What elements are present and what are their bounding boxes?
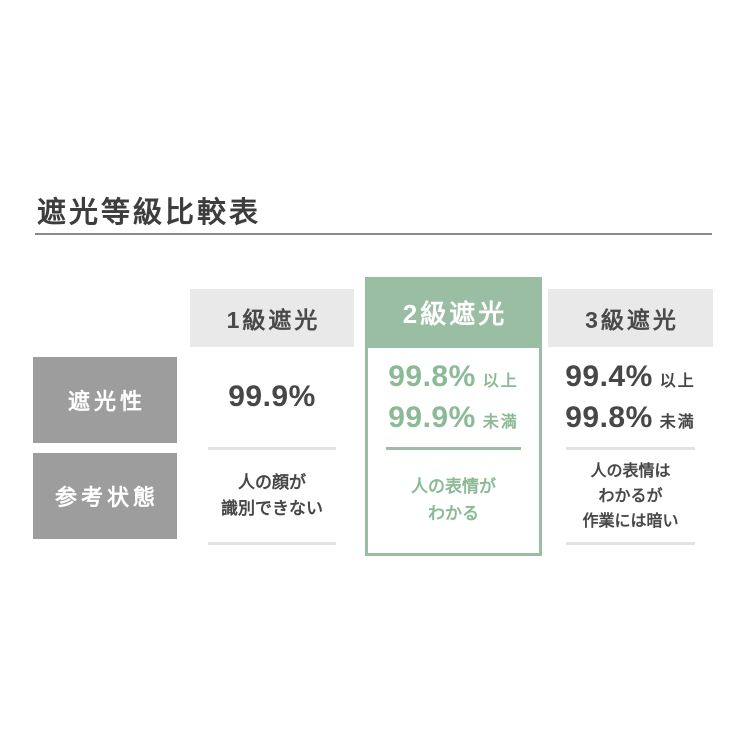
- shading-value-line: 99.9%: [228, 380, 316, 414]
- state-line: わかるが: [598, 487, 663, 505]
- column-grade2-body: 99.8% 以上 99.9% 未満 人の表情が わかる: [365, 348, 542, 556]
- shading-suffix: 未満: [482, 414, 519, 431]
- shading-percentage: 99.8%: [565, 400, 653, 434]
- reference-state-cell-grade1: 人の顔が 識別できない: [190, 450, 354, 542]
- cell-divider: [208, 447, 336, 450]
- state-line: 作業には暗い: [582, 512, 679, 530]
- shading-percentage: 99.8%: [388, 360, 476, 393]
- row-header-label: 遮光性: [67, 389, 146, 414]
- row-header-label: 参考状態: [54, 485, 159, 510]
- shading-value-line: 99.8% 未満: [565, 401, 696, 435]
- shading-value-line: 99.8% 以上: [388, 360, 519, 394]
- shading-percentage: 99.4%: [565, 359, 653, 393]
- shading-percentage: 99.9%: [388, 401, 476, 434]
- cell-divider: [566, 542, 695, 545]
- state-line: 人の顔が: [238, 473, 306, 492]
- reference-state-cell-grade3: 人の表情は わかるが 作業には暗い: [548, 450, 713, 542]
- page-title: 遮光等級比較表: [37, 197, 262, 229]
- cell-divider: [208, 542, 336, 545]
- state-line: 人の表情が: [411, 477, 496, 496]
- column-grade3: 3級遮光 99.4% 以上 99.8% 未満 人の表情は わかるが 作業には暗い: [548, 289, 713, 545]
- column-header-grade2: 2級遮光: [365, 277, 542, 348]
- row-header-reference-state: 参考状態: [33, 453, 177, 539]
- cell-divider: [566, 447, 695, 450]
- reference-state-cell-grade2: 人の表情が わかる: [368, 450, 539, 550]
- column-grade2-highlighted: 2級遮光 99.8% 以上 99.9% 未満 人の表情が わかる: [365, 277, 542, 556]
- shading-value-cell-grade2: 99.8% 以上 99.9% 未満: [368, 348, 539, 447]
- shading-suffix: 以上: [659, 372, 696, 390]
- state-line: 人の表情は: [590, 462, 671, 480]
- row-header-shading-performance: 遮光性: [33, 357, 177, 443]
- shading-percentage: 99.9%: [228, 380, 316, 413]
- column-header-label: 1級遮光: [226, 307, 321, 333]
- shading-suffix: 未満: [659, 413, 696, 431]
- column-header-label: 3級遮光: [585, 307, 679, 333]
- shading-value-cell-grade3: 99.4% 以上 99.8% 未満: [548, 347, 713, 447]
- state-line: わかる: [428, 504, 479, 523]
- column-header-grade1: 1級遮光: [190, 289, 354, 347]
- title-underline: [35, 233, 712, 235]
- cell-divider: [386, 447, 521, 450]
- shading-value-cell-grade1: 99.9%: [190, 347, 354, 447]
- state-line: 識別できない: [221, 499, 323, 518]
- column-header-grade3: 3級遮光: [548, 289, 713, 347]
- column-header-label: 2級遮光: [402, 299, 508, 329]
- shading-value-line: 99.4% 以上: [565, 360, 696, 394]
- shading-value-line: 99.9% 未満: [388, 401, 519, 435]
- column-grade1: 1級遮光 99.9% 人の顔が 識別できない: [190, 289, 354, 545]
- shading-suffix: 以上: [482, 373, 519, 390]
